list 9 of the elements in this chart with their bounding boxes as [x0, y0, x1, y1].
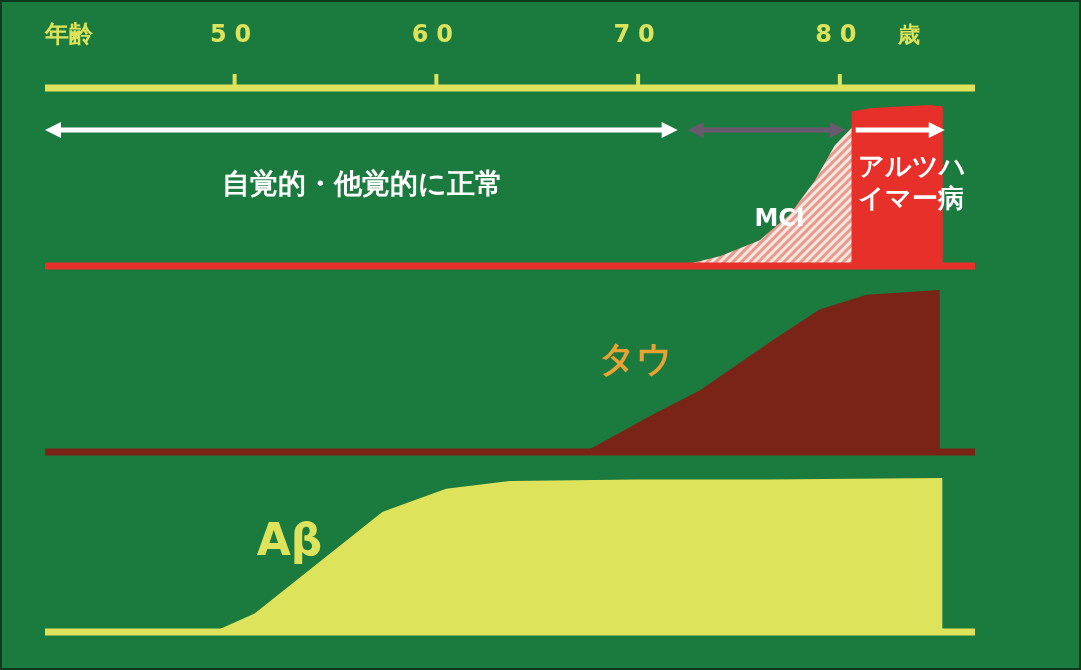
text: 歳 [896, 22, 920, 47]
annotation: 自覚的・他覚的に正常 [221, 167, 503, 200]
series-label: タウ [598, 338, 673, 379]
x-tick-label: 60 [411, 20, 462, 48]
x-axis-title: 年齢 [44, 20, 94, 48]
x-tick-label: 80 [815, 20, 865, 48]
series-label: Aβ [256, 514, 323, 565]
x-tick-label: 70 [613, 20, 663, 48]
x-tick-label: 50 [209, 20, 260, 48]
